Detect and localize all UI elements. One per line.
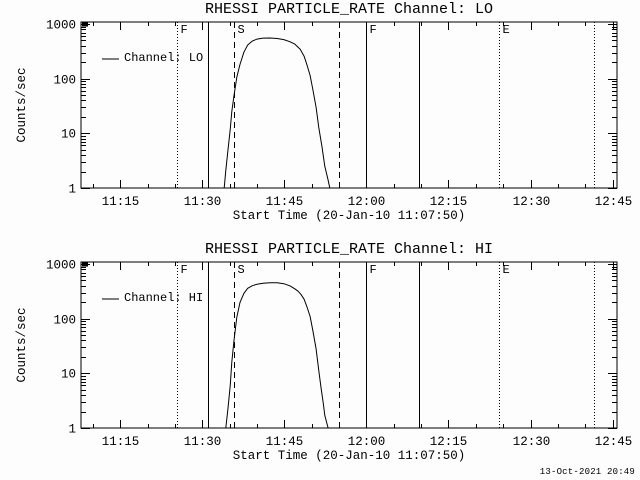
plot-2-x-tick-label: 11:45	[266, 435, 304, 449]
plot-1-frame	[80, 21, 618, 189]
plot-2-x-tick-label: 12:45	[595, 435, 633, 449]
plot-2-y-tick-label: 100	[53, 314, 76, 328]
plot-1-event-flag-E: E	[503, 23, 510, 37]
plot-2-x-tick-label: 11:15	[102, 435, 140, 449]
plot-2-x-tick-label: 11:30	[184, 435, 222, 449]
plot-1-x-tick-label: 12:00	[348, 195, 386, 209]
plot-title-hi: RHESSI PARTICLE_RATE Channel: HI	[204, 241, 494, 258]
plot-1-x-tick-label: 12:30	[513, 195, 551, 209]
plot-1-y-tick-label: 10	[61, 128, 76, 142]
plot-1-x-tick-label: 11:45	[266, 195, 304, 209]
plot-1-event-flag-S: S	[238, 23, 245, 37]
legend-label-lo: Channel: LO	[124, 51, 204, 65]
x-axis-title-lo: Start Time (20-Jan-10 11:07:50)	[232, 209, 466, 223]
y-axis-title-hi: Counts/sec	[15, 307, 29, 383]
plot-2-x-tick-label: 12:30	[513, 435, 551, 449]
plot-1-x-tick-label: 11:15	[102, 195, 140, 209]
x-axis-title-hi: Start Time (20-Jan-10 11:07:50)	[232, 449, 466, 463]
plot-2-y-tick-label: 1000	[46, 259, 76, 273]
plot-2-event-flag-S: S	[238, 263, 245, 277]
plot-2-event-flag-F: F	[181, 263, 188, 277]
render-timestamp: 13-Oct-2021 20:49	[539, 467, 635, 477]
plot-2-x-tick-label: 12:00	[348, 435, 386, 449]
plot-1-curve	[223, 37, 331, 189]
plot-title-lo: RHESSI PARTICLE_RATE Channel: LO	[204, 1, 494, 18]
plot-1-x-tick-label: 12:45	[595, 195, 633, 209]
plot-2-event-flag-F: F	[370, 263, 377, 277]
plot-1-start-spike	[82, 21, 88, 27]
plot-2-event-flag-E: E	[503, 263, 510, 277]
y-axis-title-lo: Counts/sec	[15, 67, 29, 143]
plot-2-y-tick-label: 10	[61, 368, 76, 382]
plot-2-y-tick-label: 1	[68, 423, 76, 437]
plot-2-frame	[80, 261, 618, 429]
plot-2-curve	[225, 282, 329, 429]
legend-label-hi: Channel: HI	[124, 291, 204, 305]
plot-1-x-tick-label: 12:15	[430, 195, 468, 209]
plot-1-event-flag-F: F	[181, 23, 188, 37]
plot-2-x-tick-label: 12:15	[430, 435, 468, 449]
plot-2-start-spike	[82, 261, 88, 267]
plot-1-x-tick-label: 11:30	[184, 195, 222, 209]
plot-1-y-tick-label: 1	[68, 183, 76, 197]
plot-1-y-tick-label: 100	[53, 74, 76, 88]
plot-1-event-flag-F: F	[370, 23, 377, 37]
plot-1-y-tick-label: 1000	[46, 19, 76, 33]
